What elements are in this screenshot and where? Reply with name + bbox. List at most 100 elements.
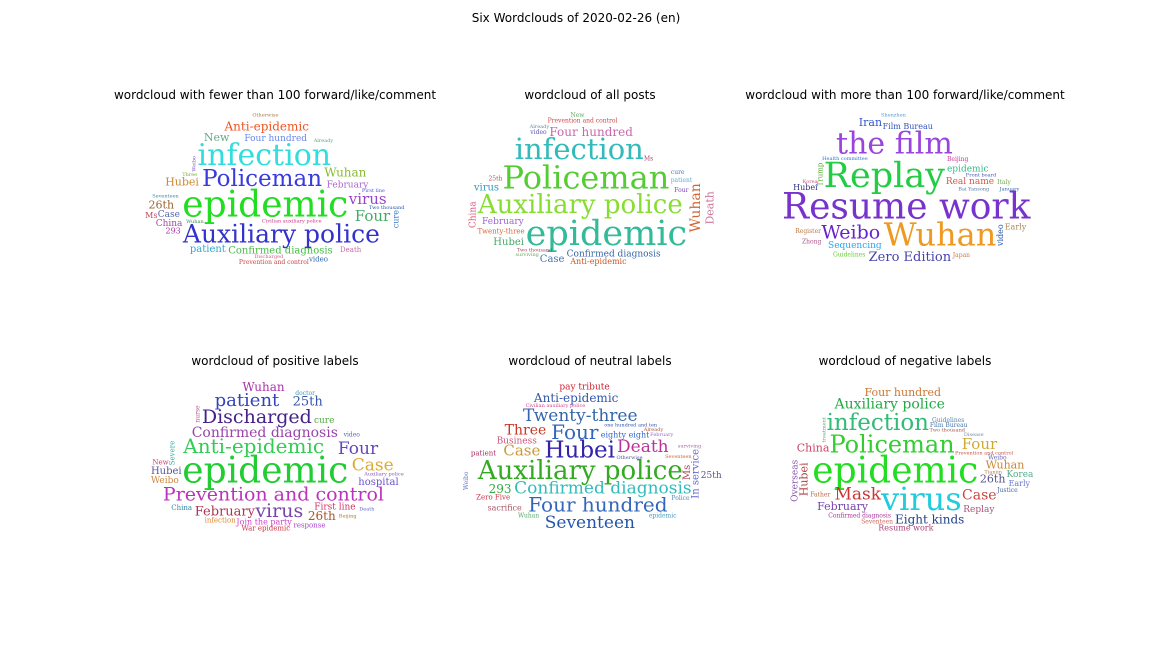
wordcloud-word: Beijing <box>339 513 358 519</box>
wordcloud-word: Three <box>505 423 547 439</box>
wordcloud-word: Trump <box>817 162 825 186</box>
wordcloud-word: Seventeen <box>861 519 893 526</box>
wordcloud-word: Disease <box>964 432 984 438</box>
wordcloud-word: Death <box>340 246 362 254</box>
wordcloud-word: infection <box>515 132 644 166</box>
panel-title: wordcloud with fewer than 100 forward/li… <box>113 88 437 102</box>
wordcloud-word: virus <box>348 190 387 208</box>
wordcloud-word: Mask <box>834 485 881 505</box>
wordcloud-word: January <box>999 187 1020 193</box>
wordcloud-word: surviving <box>515 252 539 258</box>
wordcloud-panel-neutral: wordcloud of neutral labels Auxiliary po… <box>455 354 725 536</box>
wordcloud-word: China <box>156 219 183 229</box>
wordcloud-panel-all-posts: wordcloud of all posts Auxiliary police e… <box>455 88 725 270</box>
wordcloud-word: Wuhan <box>688 183 704 232</box>
wordcloud-word: 293 <box>166 227 181 236</box>
panel-title: wordcloud with more than 100 forward/lik… <box>745 88 1065 102</box>
wordcloud-word: infection <box>827 410 930 436</box>
wordcloud-word: infection <box>205 517 237 525</box>
wordcloud-word: Discharged <box>202 406 312 428</box>
panel-title: wordcloud of negative labels <box>818 354 992 368</box>
wordcloud-word: Guidelines <box>833 251 865 258</box>
wordcloud-word: Weibo <box>463 471 470 490</box>
wordcloud-word: New <box>204 131 230 144</box>
wordcloud-word: Register <box>795 228 821 235</box>
wordcloud-word: Auxiliary police <box>834 396 945 412</box>
wordcloud-word: epidemic <box>947 164 989 174</box>
wordcloud-word: Anti-epidemic <box>182 434 324 458</box>
wordcloud-word: Business <box>497 437 538 447</box>
wordcloud-word: Anti-epidemic <box>569 257 627 266</box>
wordcloud-word: Replay <box>963 505 995 515</box>
wordcloud-word: cure <box>392 210 401 228</box>
wordcloud-word: Health committee <box>822 156 868 162</box>
wordcloud-word: Japan <box>952 252 970 259</box>
wordcloud-word: Case <box>158 210 180 220</box>
wordcloud-area: epidemic Prevention and control Anti-epide… <box>140 370 410 536</box>
wordcloud-word: Italy <box>997 179 1011 186</box>
wordcloud-panel-positive: wordcloud of positive labels epidemic Pre… <box>140 354 410 536</box>
wordcloud-word: video <box>308 255 328 263</box>
wordcloud-word: Zero Five <box>476 493 510 501</box>
wordcloud-word: In service <box>690 449 701 499</box>
wordcloud-word: Ms <box>644 156 653 163</box>
wordcloud-word: Wuhan <box>242 380 284 394</box>
wordcloud-word: February <box>327 180 370 190</box>
wordcloud-word: Overseas <box>791 459 801 501</box>
wordcloud-word: Already <box>313 138 334 144</box>
wordcloud-area: Auxiliary police Confirmed diagnosis Hubei… <box>455 370 725 536</box>
wordcloud-word: Sequencing <box>828 241 882 251</box>
wordcloud-area: epidemic Auxiliary police Policeman infecti… <box>140 104 410 270</box>
wordcloud-word: epidemic <box>812 450 978 491</box>
wordcloud-word: Confirmed diagnosis <box>567 249 661 259</box>
wordcloud-word: surviving <box>678 444 702 450</box>
wordcloud-panel-fewer-than-100: wordcloud with fewer than 100 forward/li… <box>114 88 436 270</box>
wordcloud-word: 26th <box>980 472 1006 485</box>
wordcloud-word: Zhong <box>802 239 822 246</box>
panel-title: wordcloud of all posts <box>524 88 656 102</box>
wordcloud-word: epidemic <box>182 184 348 225</box>
wordcloud-word: Justice <box>996 487 1018 494</box>
wordcloud-word: 293 <box>489 482 512 496</box>
wordcloud-word: Wuhan <box>884 215 997 253</box>
wordcloud-word: New <box>152 458 168 466</box>
wordcloud-word: Four <box>674 187 688 194</box>
wordcloud-word: Zero Edition <box>869 250 952 265</box>
wordcloud-word: Four <box>338 439 379 459</box>
wordcloud-word: February <box>195 504 256 519</box>
wordcloud-word: Tianjin <box>984 470 1002 476</box>
wordcloud-word: Policeman <box>829 431 954 459</box>
wordcloud-word: Four hundred <box>864 386 941 399</box>
wordcloud-word: virus <box>880 480 962 518</box>
wordcloud-word: First line <box>362 188 385 194</box>
wordcloud-word: Otherwise <box>252 113 278 119</box>
wordcloud-word: Prevention and control <box>163 483 384 505</box>
wordcloud-word: virus <box>473 182 499 193</box>
wordcloud-word: China <box>171 504 192 512</box>
wordcloud-word: doctor <box>295 390 315 397</box>
wordcloud-word: Ms <box>145 211 157 220</box>
wordcloud-word: Otherwise <box>616 455 642 461</box>
wordcloud-word: Policeman <box>502 158 669 196</box>
wordcloud-word: patient <box>215 390 280 411</box>
wordcloud-word: 25th <box>701 471 722 481</box>
wordcloud-word: Discharged <box>254 254 284 260</box>
wordcloud-word: Anti-epidemic <box>224 119 310 133</box>
wordcloud-word: Seventeen <box>152 194 179 200</box>
wordcloud-word: February <box>650 432 673 438</box>
wordcloud-word: video <box>529 129 547 136</box>
wordcloud-word: February <box>817 500 869 513</box>
wordcloud-word: eighty eight <box>601 431 650 440</box>
wordcloud-word: Wuhan <box>518 513 539 520</box>
wordcloud-word: Two thousand <box>369 205 405 211</box>
wordcloud-word: Twenty-three <box>478 227 525 235</box>
wordcloud-word: epidemic <box>649 513 677 520</box>
wordcloud-word: Film Bureau <box>883 122 933 131</box>
wordcloud-word: Guidelines <box>932 417 964 424</box>
wordcloud-word: Resume work <box>782 186 1032 227</box>
